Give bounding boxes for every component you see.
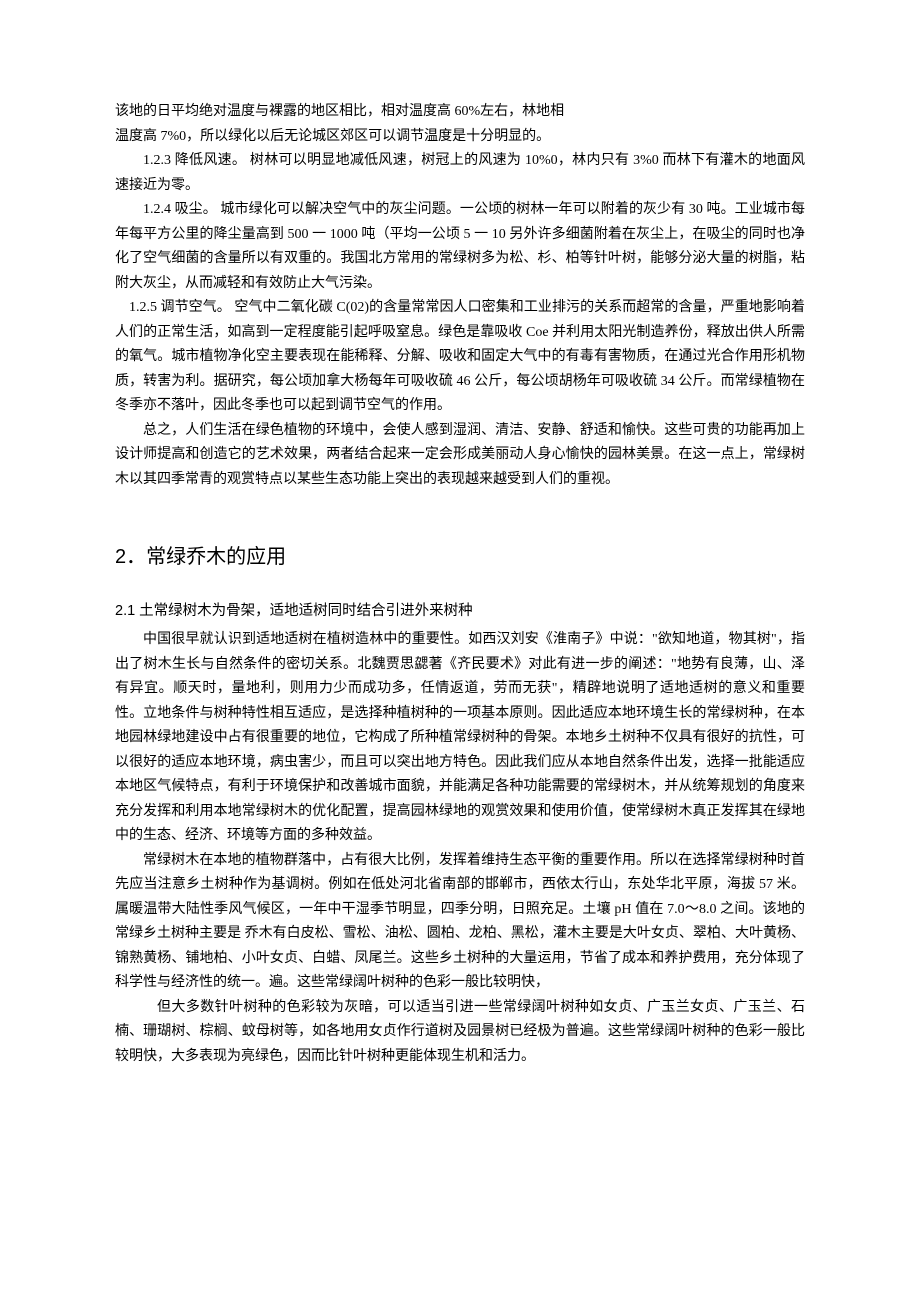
paragraph-1-2-4: 1.2.4 吸尘。 城市绿化可以解决空气中的灰尘问题。一公顷的树林一年可以附着的… [115,198,805,296]
paragraph-2-1-a: 中国很早就认识到适地适树在植树造林中的重要性。如西汉刘安《淮南子》中说："欲知地… [115,628,805,849]
paragraph-1-2-3: 1.2.3 降低风速。 树林可以明显地减低风速，树冠上的风速为 10%0，林内只… [115,149,805,198]
paragraph-2-1-c: 但大多数针叶树种的色彩较为灰暗，可以适当引进一些常绿阔叶树种如女贞、广玉兰女贞、… [115,996,805,1070]
heading-section-2-1: 2.1 土常绿树木为骨架，适地适树同时结合引进外来树种 [115,599,805,624]
paragraph-2-1-b: 常绿树木在本地的植物群落中，占有很大比例，发挥着维持生态平衡的重要作用。所以在选… [115,849,805,996]
paragraph-1-2-5: 1.2.5 调节空气。 空气中二氧化碳 C(02)的含量常常因人口密集和工业排污… [115,296,805,419]
document-page: 该地的日平均绝对温度与裸露的地区相比，相对温度高 60%左右，林地相 温度高 7… [0,0,920,1129]
paragraph-summary: 总之，人们生活在绿色植物的环境中，会使人感到湿润、清洁、安静、舒适和愉快。这些可… [115,419,805,493]
heading-section-2: 2．常绿乔木的应用 [115,540,805,575]
paragraph-continuation-2: 温度高 7%0，所以绿化以后无论城区郊区可以调节温度是十分明显的。 [115,125,805,150]
paragraph-continuation-1: 该地的日平均绝对温度与裸露的地区相比，相对温度高 60%左右，林地相 [115,100,805,125]
